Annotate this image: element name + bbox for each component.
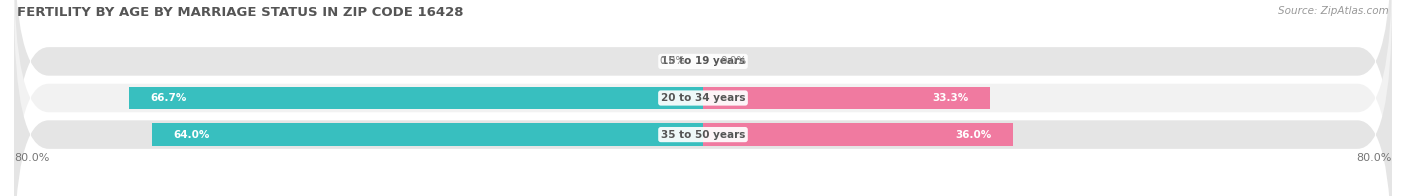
Text: 0.0%: 0.0%	[720, 56, 747, 66]
Text: 35 to 50 years: 35 to 50 years	[661, 130, 745, 140]
Text: 80.0%: 80.0%	[1357, 153, 1392, 163]
Text: 66.7%: 66.7%	[150, 93, 187, 103]
Text: 33.3%: 33.3%	[932, 93, 969, 103]
Text: 36.0%: 36.0%	[955, 130, 991, 140]
FancyBboxPatch shape	[14, 0, 1392, 196]
Text: 64.0%: 64.0%	[173, 130, 209, 140]
Bar	[703, 87, 990, 109]
Text: 20 to 34 years: 20 to 34 years	[661, 93, 745, 103]
Text: 0.0%: 0.0%	[659, 56, 686, 66]
Text: Source: ZipAtlas.com: Source: ZipAtlas.com	[1278, 6, 1389, 16]
Bar	[152, 123, 703, 146]
Bar	[128, 87, 703, 109]
Text: FERTILITY BY AGE BY MARRIAGE STATUS IN ZIP CODE 16428: FERTILITY BY AGE BY MARRIAGE STATUS IN Z…	[17, 6, 464, 19]
Text: 15 to 19 years: 15 to 19 years	[661, 56, 745, 66]
FancyBboxPatch shape	[14, 0, 1392, 193]
FancyBboxPatch shape	[14, 3, 1392, 196]
Bar	[703, 123, 1012, 146]
Text: 80.0%: 80.0%	[14, 153, 49, 163]
